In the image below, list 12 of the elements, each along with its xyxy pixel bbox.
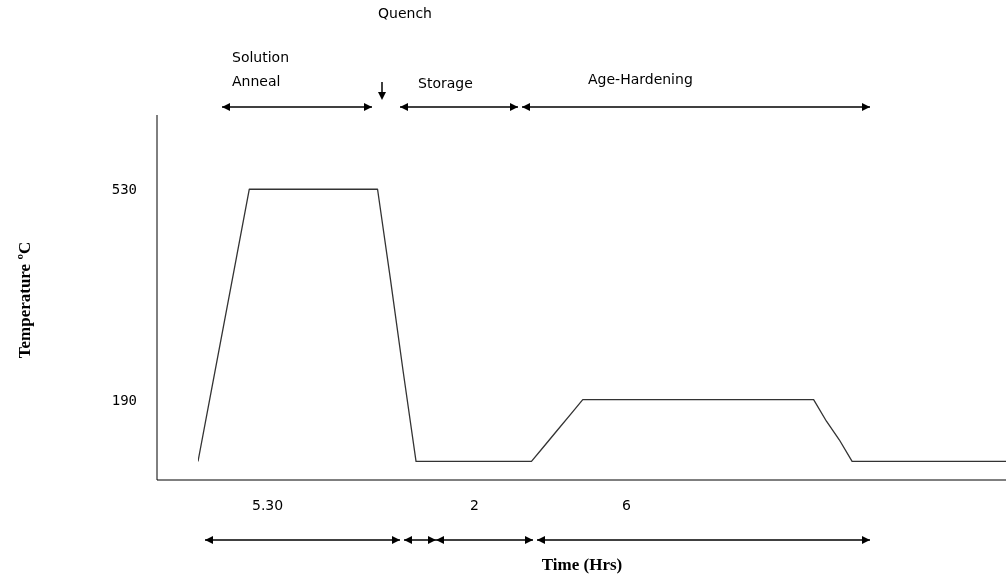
- y-tick-label: 530: [111, 181, 137, 198]
- text: Storage: [418, 75, 473, 91]
- text: 2: [470, 497, 479, 513]
- y-axis-title: Temperature ºC: [15, 241, 34, 359]
- text: Age-Hardening: [588, 71, 693, 87]
- text: Quench: [378, 5, 432, 21]
- text: 6: [622, 497, 631, 513]
- line-series: [198, 188, 1006, 463]
- text: 5.30: [252, 497, 284, 513]
- text: Solution Anneal: [232, 49, 290, 89]
- x-axis-title: Time (Hrs): [541, 555, 623, 574]
- y-tick-label: 190: [111, 391, 137, 408]
